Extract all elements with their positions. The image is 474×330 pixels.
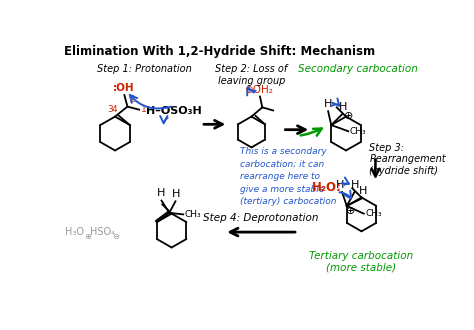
Text: HSO₄: HSO₄ — [90, 227, 115, 237]
Text: 3: 3 — [107, 105, 113, 114]
Text: H: H — [172, 189, 181, 199]
Text: 2: 2 — [129, 94, 135, 104]
Text: H₂O:: H₂O: — [312, 181, 342, 194]
Text: 4: 4 — [112, 105, 118, 114]
Text: H–OSO₃H: H–OSO₃H — [146, 106, 202, 116]
Text: CH₃: CH₃ — [365, 209, 382, 218]
Text: H: H — [157, 188, 166, 198]
Text: 1: 1 — [141, 105, 146, 114]
Text: H: H — [338, 102, 347, 112]
Text: H: H — [336, 180, 344, 190]
Text: Step 2: Loss of
leaving group: Step 2: Loss of leaving group — [215, 64, 288, 86]
Text: Elimination With 1,2-Hydride Shift: Mechanism: Elimination With 1,2-Hydride Shift: Mech… — [64, 45, 375, 58]
Text: Step 4: Deprotonation: Step 4: Deprotonation — [203, 213, 319, 223]
Text: :OH: :OH — [113, 83, 135, 93]
Text: This is a secondary
carbocation; it can
rearrange here to
give a more stable
(te: This is a secondary carbocation; it can … — [240, 148, 337, 206]
Text: Secondary carbocation: Secondary carbocation — [298, 64, 418, 74]
Text: ⊕: ⊕ — [346, 206, 356, 215]
Text: ⊕OH₂: ⊕OH₂ — [244, 85, 273, 95]
Text: H₃O: H₃O — [65, 227, 84, 237]
Text: CH₃: CH₃ — [350, 127, 366, 136]
Text: ⊖: ⊖ — [112, 232, 119, 241]
Text: ⊕: ⊕ — [84, 232, 91, 241]
Text: CH₃: CH₃ — [185, 210, 201, 219]
Text: H: H — [351, 180, 359, 190]
Text: Step 1: Protonation: Step 1: Protonation — [97, 64, 192, 74]
Text: H: H — [359, 186, 367, 196]
Text: H: H — [324, 99, 332, 109]
Text: Step 3:
Rearrangement
(hydride shift): Step 3: Rearrangement (hydride shift) — [369, 143, 446, 176]
Text: Tertiary carbocation
(more stable): Tertiary carbocation (more stable) — [310, 250, 414, 272]
Text: ⊕: ⊕ — [344, 111, 353, 121]
